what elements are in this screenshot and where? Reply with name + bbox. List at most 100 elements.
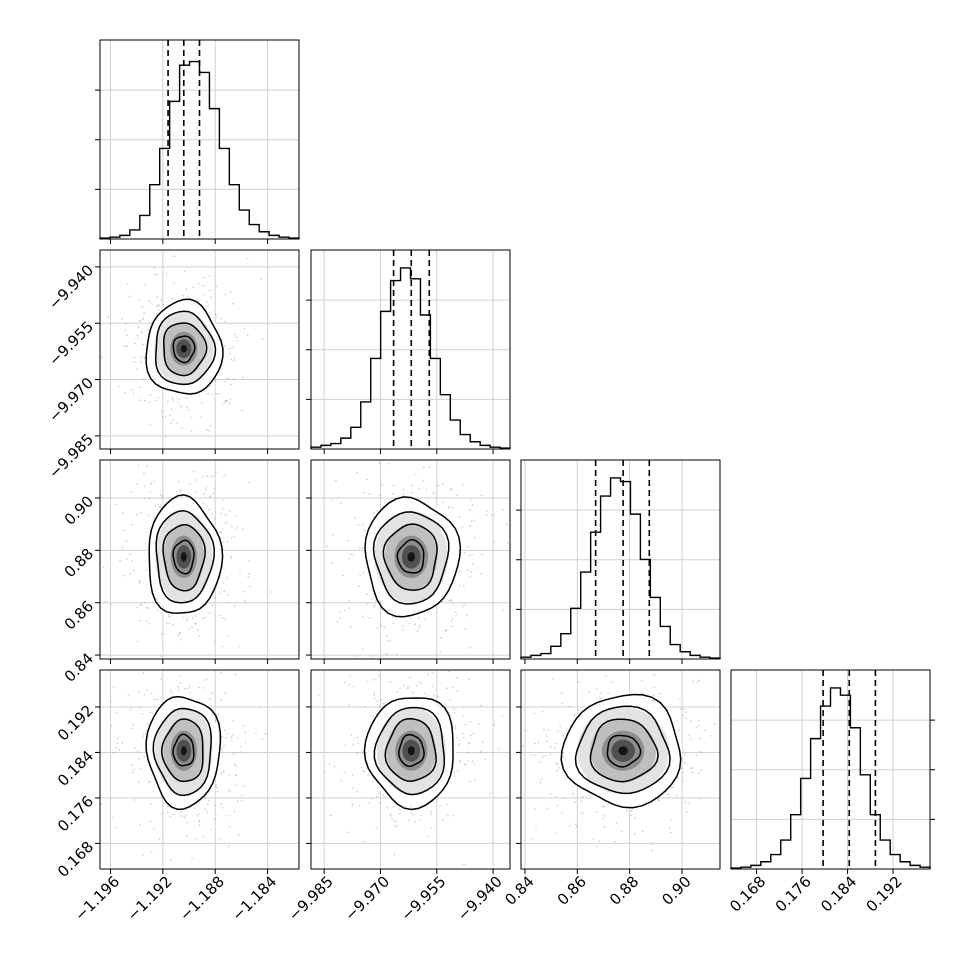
scatter-point: [227, 593, 230, 596]
scatter-point: [191, 626, 193, 629]
scatter-point: [236, 339, 239, 342]
scatter-point: [323, 771, 326, 774]
scatter-point: [116, 711, 118, 714]
scatter-point: [431, 671, 434, 674]
scatter-point: [357, 742, 360, 745]
scatter-point: [546, 740, 548, 743]
scatter-point: [214, 313, 217, 316]
scatter-point: [667, 709, 669, 711]
scatter-point: [362, 571, 365, 574]
scatter-point: [709, 735, 712, 737]
scatter-point: [182, 294, 185, 297]
scatter-point: [135, 513, 138, 516]
scatter-point: [466, 568, 469, 571]
scatter-point: [139, 512, 142, 514]
scatter-point: [181, 427, 184, 430]
scatter-point: [141, 736, 144, 739]
scatter-point: [146, 689, 149, 692]
scatter-point: [366, 680, 369, 683]
scatter-point: [651, 699, 654, 702]
scatter-point: [427, 835, 430, 838]
scatter-point: [317, 694, 320, 696]
scatter-point: [676, 777, 679, 780]
scatter-point: [457, 769, 460, 772]
scatter-point: [581, 795, 584, 798]
scatter-point: [112, 685, 115, 688]
scatter-point: [413, 813, 415, 816]
scatter-point: [143, 399, 146, 402]
scatter-point: [139, 320, 142, 322]
scatter-panel-2-3: [306, 459, 511, 664]
scatter-point: [402, 493, 405, 496]
scatter-point: [160, 298, 163, 301]
scatter-point: [540, 778, 543, 780]
scatter-point: [160, 410, 163, 413]
scatter-point: [100, 803, 102, 805]
scatter-point: [239, 751, 242, 753]
scatter-point: [360, 766, 363, 769]
scatter-point: [348, 684, 351, 686]
scatter-point: [141, 343, 144, 346]
scatter-point: [342, 574, 344, 577]
scatter-point: [396, 653, 398, 656]
scatter-point: [129, 573, 132, 575]
scatter-point: [244, 731, 247, 734]
scatter-point: [610, 681, 613, 683]
scatter-point: [455, 614, 457, 617]
scatter-point: [682, 772, 684, 774]
y-tick-label: −9.985: [45, 430, 97, 482]
scatter-point: [468, 678, 470, 681]
scatter-point: [197, 298, 200, 300]
scatter-point: [343, 609, 346, 612]
scatter-point: [451, 618, 454, 620]
scatter-point: [653, 699, 655, 702]
scatter-point: [389, 639, 391, 642]
scatter-point: [348, 557, 350, 560]
scatter-point: [233, 752, 236, 755]
scatter-point: [178, 632, 181, 634]
scatter-point: [418, 626, 421, 629]
scatter-point: [123, 574, 125, 577]
scatter-point: [555, 762, 558, 765]
scatter-point: [230, 537, 233, 539]
scatter-point: [143, 357, 146, 359]
scatter-point: [169, 414, 171, 417]
scatter-point: [234, 774, 237, 777]
scatter-point: [462, 715, 465, 718]
scatter-point: [158, 304, 161, 307]
scatter-point: [150, 321, 153, 324]
scatter-point: [134, 342, 136, 345]
x-tick-label: −9.970: [341, 873, 393, 925]
scatter-point: [222, 770, 225, 773]
scatter-point: [123, 345, 125, 347]
scatter-point: [148, 623, 151, 625]
scatter-point: [171, 396, 174, 399]
scatter-point: [131, 560, 133, 563]
scatter-point: [168, 616, 171, 618]
contour-line: [163, 322, 208, 377]
scatter-point: [684, 762, 687, 765]
scatter-point: [171, 399, 174, 401]
scatter-point: [581, 812, 584, 815]
scatter-point: [371, 598, 373, 600]
scatter-point: [568, 705, 571, 707]
scatter-point: [177, 401, 180, 404]
scatter-point: [534, 808, 536, 810]
scatter-point: [240, 794, 243, 797]
y-tick-label: 0.184: [54, 747, 97, 790]
scatter-point: [230, 740, 233, 742]
scatter-point: [203, 679, 206, 682]
scatter-point: [352, 685, 355, 688]
scatter-point: [362, 492, 365, 494]
panel-frame: [99, 459, 300, 660]
scatter-point: [142, 316, 145, 319]
scatter-point: [682, 714, 685, 717]
scatter-point: [228, 347, 231, 350]
scatter-point: [354, 516, 356, 519]
scatter-point: [240, 799, 243, 802]
scatter-point: [138, 580, 141, 583]
scatter-point: [156, 609, 159, 612]
scatter-point: [121, 741, 123, 744]
scatter-point: [379, 494, 382, 496]
scatter-point: [463, 706, 465, 708]
